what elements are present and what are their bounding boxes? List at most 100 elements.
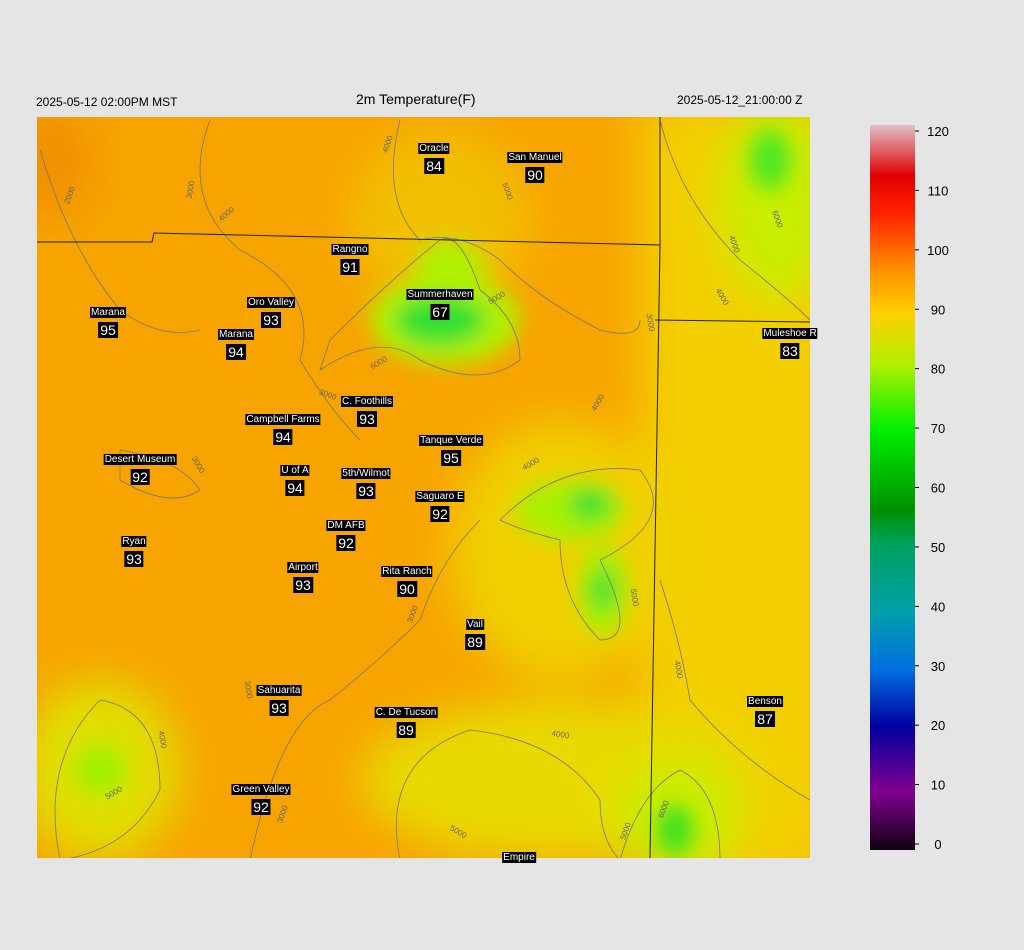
station-name: Rangno [331, 244, 369, 255]
station-name: Marana [218, 329, 254, 340]
station-temperature: 67 [430, 304, 450, 320]
colorbar-tick-label: 120 [927, 124, 949, 139]
station-name: Desert Museum [103, 454, 177, 465]
colorbar-tick-label: 60 [931, 481, 945, 496]
station: Oracle 84 [418, 138, 450, 176]
colorbar-tick-label: 10 [931, 778, 945, 793]
station-temperature: 92 [251, 799, 271, 815]
station-name: Tanque Verde [419, 435, 483, 446]
station: C. Foothills 93 [340, 391, 394, 429]
station-name: DM AFB [326, 520, 366, 531]
station-name: Empire [502, 852, 536, 863]
station-name: U of A [280, 465, 310, 476]
station-temperature: 94 [273, 429, 293, 445]
station: Rangno 91 [331, 239, 369, 277]
station-name: C. Foothills [340, 396, 394, 407]
station-name: Oracle [418, 143, 450, 154]
station: Oro Valley 93 [247, 292, 295, 330]
contour-label: 4000 [156, 730, 168, 750]
station-temperature: 92 [336, 535, 356, 551]
station-temperature: 95 [98, 322, 118, 338]
station-name: Airport [287, 562, 319, 573]
station-name: Sahuarita [256, 685, 302, 696]
station-temperature: 89 [396, 722, 416, 738]
station-temperature: 93 [356, 483, 376, 499]
station: Campbell Farms 94 [245, 409, 321, 447]
station-name: Oro Valley [247, 297, 295, 308]
station-temperature: 89 [465, 634, 485, 650]
station: Empire [502, 847, 536, 865]
station-temperature: 87 [755, 711, 775, 727]
station-temperature: 93 [293, 577, 313, 593]
valid-local-time: 2025-05-12 02:00PM MST [36, 95, 178, 109]
station-temperature: 94 [285, 480, 305, 496]
colorbar-tick-label: 50 [931, 540, 945, 555]
station: Airport 93 [287, 557, 319, 595]
station: Saguaro E 92 [415, 486, 465, 524]
station-name: Summerhaven [406, 289, 474, 300]
contour-label: 4000 [551, 729, 571, 741]
station-temperature: 93 [269, 700, 289, 716]
station-name: Rita Ranch [381, 566, 433, 577]
contour-label: 3000 [185, 179, 197, 199]
station-temperature: 83 [780, 343, 800, 359]
station: Desert Museum 92 [103, 449, 177, 487]
colorbar-tick-label: 40 [931, 599, 945, 614]
station-temperature: 92 [130, 469, 150, 485]
station-name: Ryan [121, 536, 147, 547]
map-title: 2m Temperature(F) [356, 91, 476, 107]
station: 5th/Wilmot 93 [341, 463, 391, 501]
station-name: Campbell Farms [245, 414, 321, 425]
station: Rita Ranch 90 [381, 561, 433, 599]
colorbar [870, 125, 915, 850]
station-temperature: 92 [430, 506, 450, 522]
colorbar-tick-label: 20 [931, 718, 945, 733]
station-temperature: 94 [226, 344, 246, 360]
station: Marana 94 [218, 324, 254, 362]
valid-utc-time: 2025-05-12_21:00:00 Z [677, 93, 803, 107]
station-name: Muleshoe R [762, 328, 818, 339]
station-temperature: 91 [340, 259, 360, 275]
station: Benson 87 [747, 691, 783, 729]
contour-label: 4000 [672, 660, 684, 680]
station: Green Valley 92 [231, 779, 291, 817]
station-temperature: 93 [357, 411, 377, 427]
station-temperature: 84 [424, 158, 444, 174]
station-name: Marana [90, 307, 126, 318]
station-temperature: 90 [397, 581, 417, 597]
station: Marana 95 [90, 302, 126, 340]
station-name: 5th/Wilmot [341, 468, 391, 479]
colorbar-tick-label: 100 [927, 243, 949, 258]
station: U of A 94 [280, 460, 310, 498]
station-name: Vail [466, 619, 484, 630]
station-temperature: 95 [441, 450, 461, 466]
station: Summerhaven 67 [406, 284, 474, 322]
station-name: Saguaro E [415, 491, 465, 502]
colorbar-tick-label: 80 [931, 362, 945, 377]
colorbar-tick-label: 110 [928, 183, 949, 198]
station: Vail 89 [465, 614, 485, 652]
station-name: Green Valley [231, 784, 291, 795]
station: C. De Tucson 89 [374, 702, 438, 740]
station-name: Benson [747, 696, 783, 707]
station: Sahuarita 93 [256, 680, 302, 718]
station: Muleshoe R 83 [762, 323, 818, 361]
station-name: San Manuel [507, 152, 563, 163]
station: San Manuel 90 [507, 147, 563, 185]
station-name: C. De Tucson [374, 707, 438, 718]
colorbar-tick-label: 0 [934, 837, 941, 852]
station-temperature: 90 [525, 167, 545, 183]
station-temperature: 93 [261, 312, 281, 328]
station: DM AFB 92 [326, 515, 366, 553]
colorbar-tick-label: 90 [931, 302, 945, 317]
station-temperature: 93 [124, 551, 144, 567]
contour-label: 5000 [628, 588, 640, 608]
temperature-field [37, 117, 810, 858]
colorbar-tick-label: 30 [931, 659, 945, 674]
station: Tanque Verde 95 [419, 430, 483, 468]
contour-label: 3000 [644, 313, 656, 333]
contour-label: 3000 [242, 680, 254, 700]
colorbar-tick-label: 70 [931, 421, 945, 436]
